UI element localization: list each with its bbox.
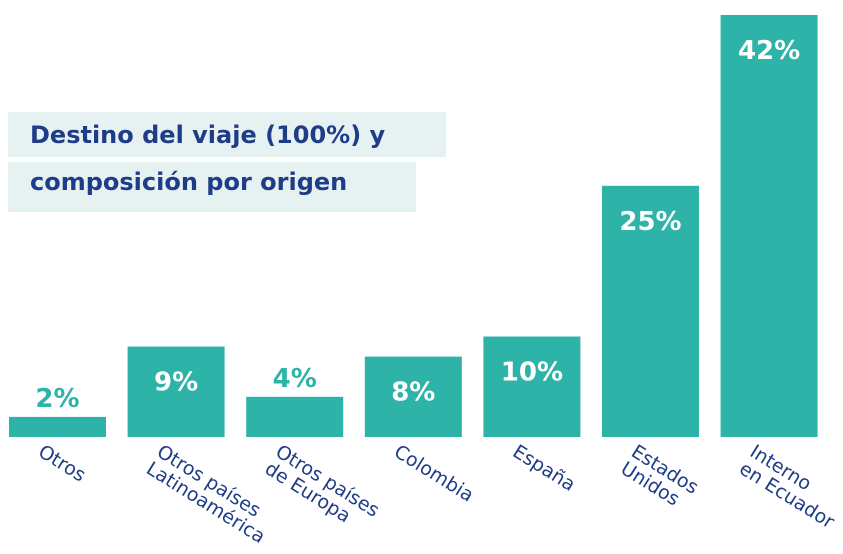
x-label-group: Otros paísesde Europa <box>261 441 383 539</box>
x-label-group: Internoen Ecuador <box>735 441 843 534</box>
bar <box>127 346 225 437</box>
value-label: 9% <box>154 368 198 398</box>
x-label-group: Otros <box>34 441 89 487</box>
x-tick-label: EstadosUnidos <box>617 441 703 516</box>
value-label: 10% <box>501 358 563 388</box>
x-label-group: Colombia <box>390 441 477 507</box>
title-bg <box>8 112 446 157</box>
bar <box>483 336 581 437</box>
bar <box>720 15 818 437</box>
x-label-group: España <box>509 441 579 496</box>
bar <box>364 356 462 437</box>
x-tick-label: Internoen Ecuador <box>735 441 843 534</box>
bar <box>246 396 344 437</box>
bar <box>602 185 699 437</box>
x-label-group: Otros paísesLatinoamérica <box>142 441 279 549</box>
bar <box>9 416 106 437</box>
value-label: 2% <box>35 384 79 414</box>
title-bg <box>8 162 416 212</box>
value-label: 4% <box>273 364 317 394</box>
x-tick-label: Colombia <box>390 441 477 507</box>
chart-title: Destino del viaje (100%) y composición po… <box>30 121 386 196</box>
value-label: 25% <box>619 207 681 237</box>
value-label: 8% <box>391 378 435 408</box>
x-tick-label: España <box>509 441 579 496</box>
value-label: 42% <box>738 36 800 66</box>
x-tick-label: Otros paísesLatinoamérica <box>142 441 279 549</box>
x-tick-label: Otros paísesde Europa <box>261 441 383 539</box>
x-label-group: EstadosUnidos <box>617 441 703 516</box>
x-tick-label: Otros <box>34 441 89 487</box>
